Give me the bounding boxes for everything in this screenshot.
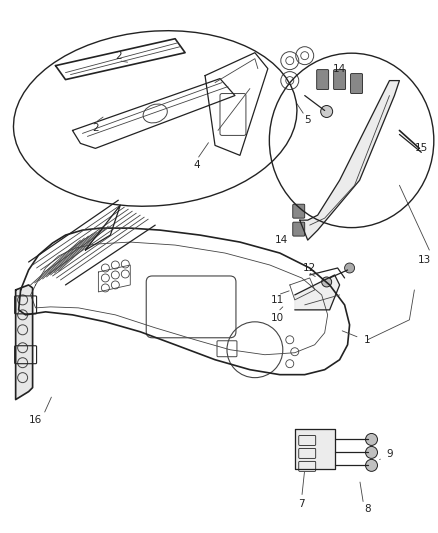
Text: 14: 14 — [332, 63, 346, 74]
Text: 15: 15 — [414, 143, 427, 154]
Polygon shape — [16, 285, 32, 400]
Circle shape — [344, 263, 354, 273]
Circle shape — [321, 277, 331, 287]
Text: 14: 14 — [275, 235, 288, 245]
FancyBboxPatch shape — [292, 204, 304, 218]
Text: 2: 2 — [92, 124, 99, 133]
Circle shape — [320, 106, 332, 117]
Text: 7: 7 — [298, 499, 304, 509]
Text: 8: 8 — [364, 504, 370, 514]
Text: 2: 2 — [115, 51, 121, 61]
Text: 11: 11 — [271, 295, 284, 305]
FancyBboxPatch shape — [333, 70, 345, 90]
Polygon shape — [294, 275, 339, 310]
FancyBboxPatch shape — [292, 222, 304, 236]
Text: 10: 10 — [271, 313, 284, 323]
Text: 5: 5 — [304, 116, 311, 125]
Text: 4: 4 — [193, 160, 200, 171]
Polygon shape — [294, 430, 334, 470]
Text: 1: 1 — [364, 335, 370, 345]
FancyBboxPatch shape — [316, 70, 328, 90]
Circle shape — [365, 459, 377, 471]
FancyBboxPatch shape — [350, 74, 362, 94]
Polygon shape — [299, 80, 399, 240]
Text: 9: 9 — [385, 449, 392, 459]
Circle shape — [365, 447, 377, 458]
Text: 12: 12 — [302, 263, 316, 273]
Circle shape — [365, 433, 377, 446]
Text: 16: 16 — [29, 415, 42, 424]
Text: 13: 13 — [417, 255, 430, 265]
